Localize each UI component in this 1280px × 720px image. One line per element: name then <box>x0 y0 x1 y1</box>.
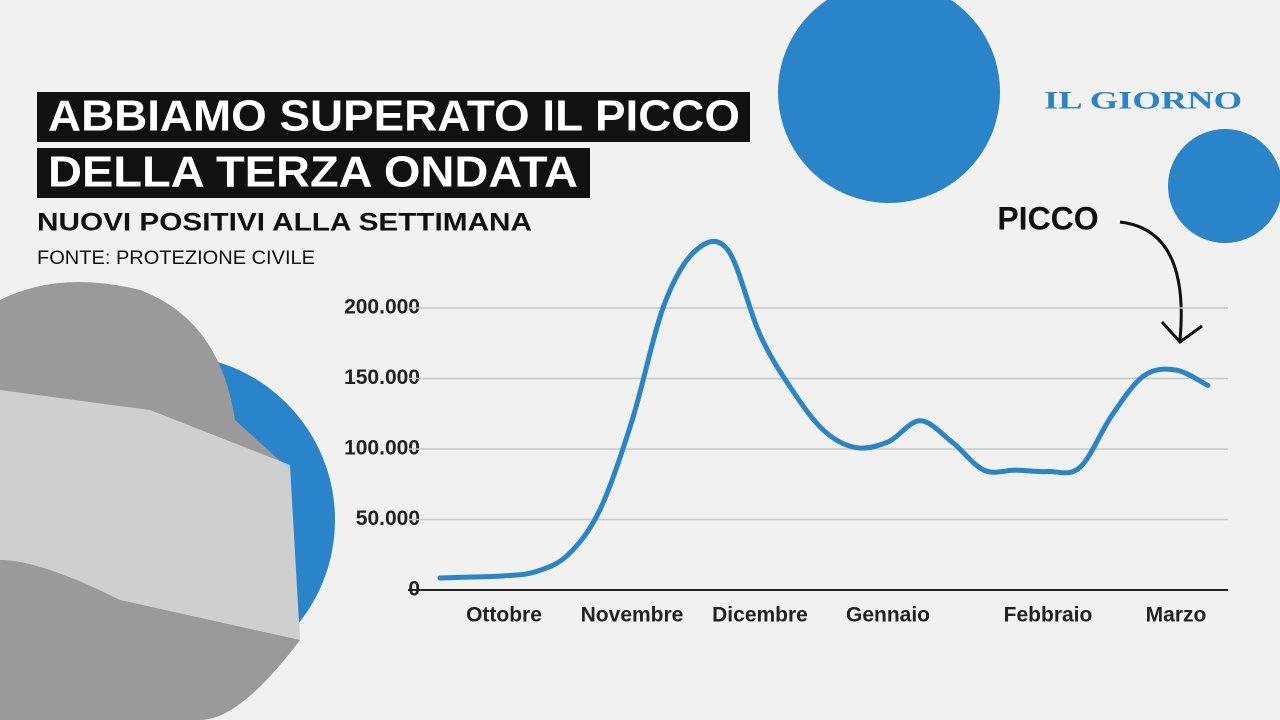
chart-title: ABBIAMO SUPERATO IL PICCO <box>48 92 740 141</box>
chart-subtitle: NUOVI POSITIVI ALLA SETTIMANA <box>37 209 532 237</box>
brand: IL GIORNO <box>1044 88 1242 115</box>
annotation: PICCO <box>997 200 1098 236</box>
x-tick-label: Dicembre <box>712 604 808 627</box>
source: FONTE: PROTEZIONE CIVILE <box>37 248 315 269</box>
x-tick-label: Ottobre <box>466 604 542 627</box>
face-shield <box>0 390 300 640</box>
title-bg <box>37 148 590 198</box>
x-tick-label: Novembre <box>581 604 684 627</box>
annotation-arrow <box>1119 220 1203 345</box>
y-tick-label: 50.000 <box>356 507 420 530</box>
line <box>437 238 1211 581</box>
x-tick-label: Marzo <box>1146 604 1207 627</box>
x-tick-label: Gennaio <box>846 604 930 627</box>
title-bg <box>37 92 750 142</box>
chart-title: DELLA TERZA ONDATA <box>48 148 578 197</box>
decor-circle <box>1168 129 1280 243</box>
decor-circle <box>778 0 1000 203</box>
y-tick-label: 100.000 <box>344 437 420 460</box>
x-tick-label: Febbraio <box>1004 604 1093 627</box>
y-tick-label: 200.000 <box>344 296 420 319</box>
y-tick-label: 150.000 <box>344 366 420 389</box>
